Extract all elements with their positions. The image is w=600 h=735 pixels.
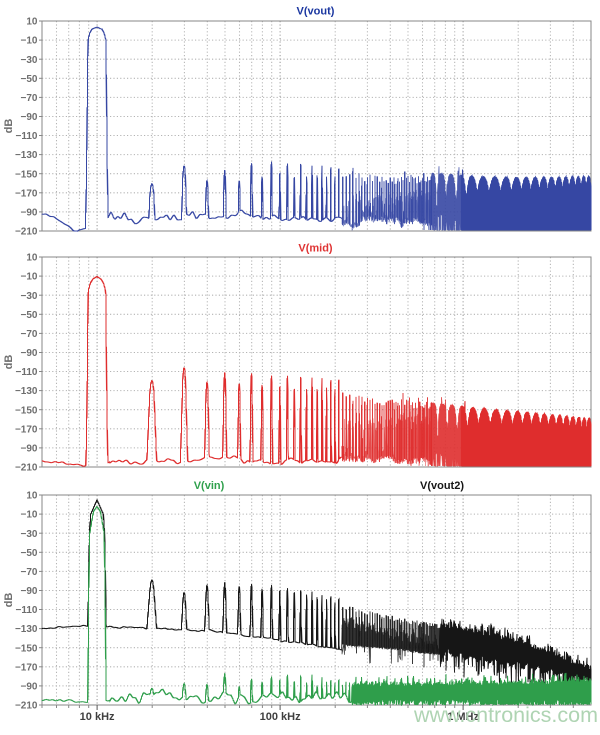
svg-text:−50: −50 <box>21 548 38 559</box>
svg-text:−30: −30 <box>21 55 38 66</box>
svg-text:−90: −90 <box>21 586 38 597</box>
svg-text:10 kHz: 10 kHz <box>80 711 115 723</box>
svg-text:−90: −90 <box>21 682 38 693</box>
svg-text:−150: −150 <box>15 405 38 416</box>
svg-text:−170: −170 <box>15 662 38 673</box>
svg-text:−110: −110 <box>16 131 38 142</box>
svg-text:−110: −110 <box>16 367 38 378</box>
svg-text:10: 10 <box>26 491 38 502</box>
svg-text:dB: dB <box>3 355 15 370</box>
svg-text:−210: −210 <box>15 227 38 238</box>
svg-text:V(mid): V(mid) <box>298 243 333 255</box>
svg-text:−130: −130 <box>15 386 38 397</box>
svg-text:−150: −150 <box>15 169 38 180</box>
svg-text:−210: −210 <box>15 463 38 474</box>
svg-text:−10: −10 <box>21 272 38 283</box>
svg-text:−30: −30 <box>21 529 38 540</box>
svg-text:V(vin): V(vin) <box>194 480 225 492</box>
svg-text:10: 10 <box>26 253 38 264</box>
svg-text:−90: −90 <box>21 348 38 359</box>
svg-text:−130: −130 <box>15 624 38 635</box>
svg-text:−210: −210 <box>15 701 38 712</box>
svg-text:−90: −90 <box>21 444 38 455</box>
svg-text:1 MHz: 1 MHz <box>447 711 479 723</box>
svg-text:−10: −10 <box>21 36 38 47</box>
svg-text:−150: −150 <box>15 643 38 654</box>
svg-text:−70: −70 <box>21 567 38 578</box>
svg-text:V(vout2): V(vout2) <box>420 480 464 492</box>
svg-text:100 kHz: 100 kHz <box>260 711 301 723</box>
svg-text:−90: −90 <box>21 208 38 219</box>
svg-text:10: 10 <box>26 17 38 28</box>
svg-text:−170: −170 <box>15 188 38 199</box>
svg-text:−30: −30 <box>21 291 38 302</box>
svg-text:−130: −130 <box>15 150 38 161</box>
svg-text:−50: −50 <box>21 74 38 85</box>
svg-text:dB: dB <box>3 593 15 608</box>
svg-text:−90: −90 <box>21 112 38 123</box>
svg-text:−170: −170 <box>15 424 38 435</box>
svg-text:V(vout): V(vout) <box>297 6 335 18</box>
svg-text:−70: −70 <box>21 329 38 340</box>
svg-text:dB: dB <box>3 119 15 134</box>
svg-text:www.cntronics.com: www.cntronics.com <box>413 703 598 727</box>
svg-text:−50: −50 <box>21 310 38 321</box>
svg-text:−70: −70 <box>21 93 38 104</box>
svg-text:−110: −110 <box>16 605 38 616</box>
svg-text:−10: −10 <box>21 510 38 521</box>
